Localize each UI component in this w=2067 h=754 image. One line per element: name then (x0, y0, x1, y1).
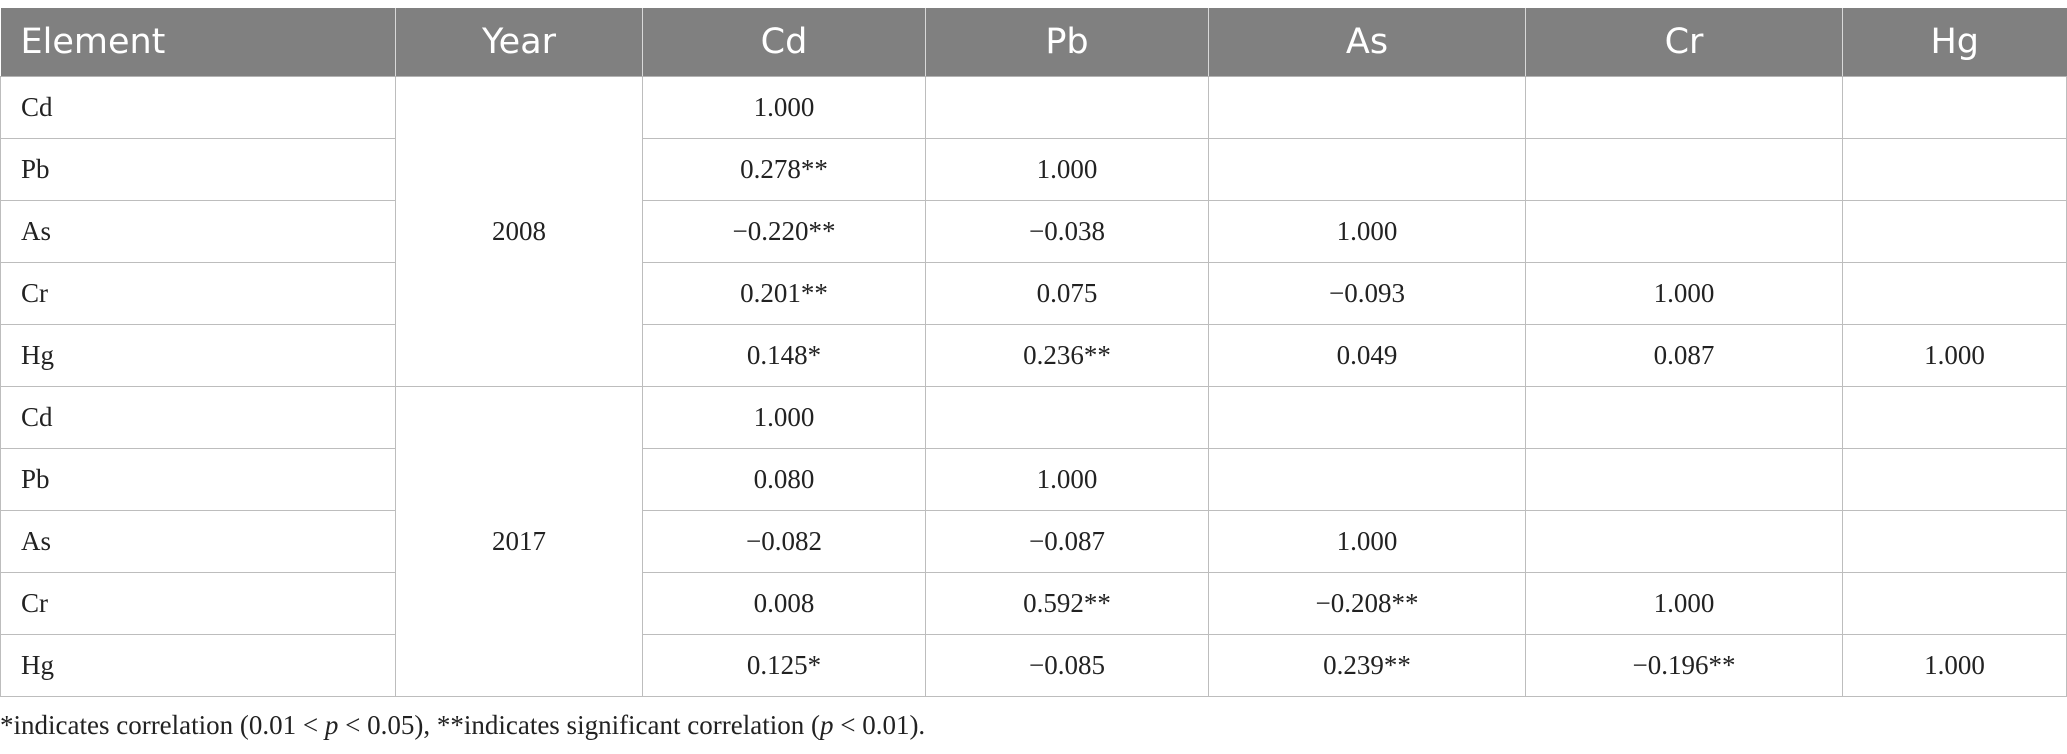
value-cell: 1.000 (642, 76, 926, 139)
value-cell: −0.082 (642, 510, 926, 573)
value-cell (1842, 76, 2067, 139)
value-cell: 0.087 (1525, 324, 1843, 387)
footnote-part1: *indicates correlation (0.01 < (0, 710, 325, 740)
footnote-p2: p (819, 710, 834, 740)
value-cell: 1.000 (1525, 572, 1843, 635)
value-cell (925, 76, 1209, 139)
value-cell: −0.093 (1208, 262, 1526, 325)
header-pb: Pb (925, 8, 1209, 77)
value-cell (1525, 138, 1843, 201)
value-cell: 0.236** (925, 324, 1209, 387)
value-cell (1842, 262, 2067, 325)
table-row: Pb 0.278** 1.000 (0, 138, 2067, 201)
value-cell (1842, 386, 2067, 449)
value-cell (1842, 200, 2067, 263)
value-cell: 1.000 (1842, 634, 2067, 697)
value-cell: −0.038 (925, 200, 1209, 263)
year-cell: 2008 (395, 76, 643, 387)
header-cd: Cd (642, 8, 926, 77)
header-element: Element (0, 8, 396, 77)
value-cell: 1.000 (1525, 262, 1843, 325)
row-element-cell: Pb (0, 448, 396, 511)
header-year: Year (395, 8, 643, 77)
table-row: Pb 0.080 1.000 (0, 448, 2067, 511)
value-cell: −0.220** (642, 200, 926, 263)
value-cell: −0.196** (1525, 634, 1843, 697)
value-cell (1525, 510, 1843, 573)
year-cell: 2017 (395, 386, 643, 697)
value-cell: 0.201** (642, 262, 926, 325)
footnote-p1: p (324, 710, 339, 740)
header-as: As (1208, 8, 1526, 77)
value-cell: −0.087 (925, 510, 1209, 573)
row-element-cell: Pb (0, 138, 396, 201)
value-cell (1525, 76, 1843, 139)
value-cell (1842, 572, 2067, 635)
value-cell (1525, 448, 1843, 511)
value-cell: −0.208** (1208, 572, 1526, 635)
value-cell (1208, 138, 1526, 201)
correlation-table-container: Element Year Cd Pb As Cr Hg Cd 2008 1.00… (0, 8, 2067, 697)
value-cell: 1.000 (642, 386, 926, 449)
table-row: Cd 2008 1.000 (0, 76, 2067, 387)
footnote-part2: < 0.05), **indicates significant correla… (338, 710, 820, 740)
value-cell: 1.000 (925, 448, 1209, 511)
value-cell (1842, 138, 2067, 201)
table-row: As −0.082 −0.087 1.000 (0, 510, 2067, 573)
value-cell (1208, 386, 1526, 449)
header-row: Element Year Cd Pb As Cr Hg (0, 8, 2067, 77)
row-element-cell: Cr (0, 572, 396, 635)
footnote-part3: < 0.01). (833, 710, 926, 740)
table-footnote: *indicates correlation (0.01 < p < 0.05)… (0, 710, 925, 741)
value-cell: 1.000 (1208, 510, 1526, 573)
row-element-cell: Cr (0, 262, 396, 325)
value-cell: 1.000 (925, 138, 1209, 201)
value-cell (1842, 448, 2067, 511)
value-cell: −0.085 (925, 634, 1209, 697)
header-hg: Hg (1842, 8, 2067, 77)
row-element-cell: Hg (0, 324, 396, 387)
value-cell: 0.125* (642, 634, 926, 697)
table-row: Cd 2017 1.000 (0, 386, 2067, 697)
header-cr: Cr (1525, 8, 1843, 77)
value-cell: 0.080 (642, 448, 926, 511)
value-cell (1525, 386, 1843, 449)
table-row: Cr 0.201** 0.075 −0.093 1.000 (0, 262, 2067, 325)
value-cell (1208, 76, 1526, 139)
table-row: Cr 0.008 0.592** −0.208** 1.000 (0, 572, 2067, 635)
value-cell: 1.000 (1208, 200, 1526, 263)
row-element-cell: Cd (0, 76, 396, 139)
row-element-cell: Hg (0, 634, 396, 697)
value-cell: 0.008 (642, 572, 926, 635)
value-cell (1842, 510, 2067, 573)
table-row: As −0.220** −0.038 1.000 (0, 200, 2067, 263)
table-row: Hg 0.148* 0.236** 0.049 0.087 1.000 (0, 324, 2067, 387)
correlation-table: Element Year Cd Pb As Cr Hg Cd 2008 1.00… (0, 8, 2067, 697)
value-cell (925, 386, 1209, 449)
row-element-cell: As (0, 200, 396, 263)
value-cell: 0.075 (925, 262, 1209, 325)
value-cell: 0.239** (1208, 634, 1526, 697)
value-cell (1208, 448, 1526, 511)
row-element-cell: Cd (0, 386, 396, 449)
value-cell (1525, 200, 1843, 263)
value-cell: 1.000 (1842, 324, 2067, 387)
row-element-cell: As (0, 510, 396, 573)
value-cell: 0.148* (642, 324, 926, 387)
value-cell: 0.278** (642, 138, 926, 201)
table-row: Hg 0.125* −0.085 0.239** −0.196** 1.000 (0, 634, 2067, 697)
value-cell: 0.592** (925, 572, 1209, 635)
value-cell: 0.049 (1208, 324, 1526, 387)
